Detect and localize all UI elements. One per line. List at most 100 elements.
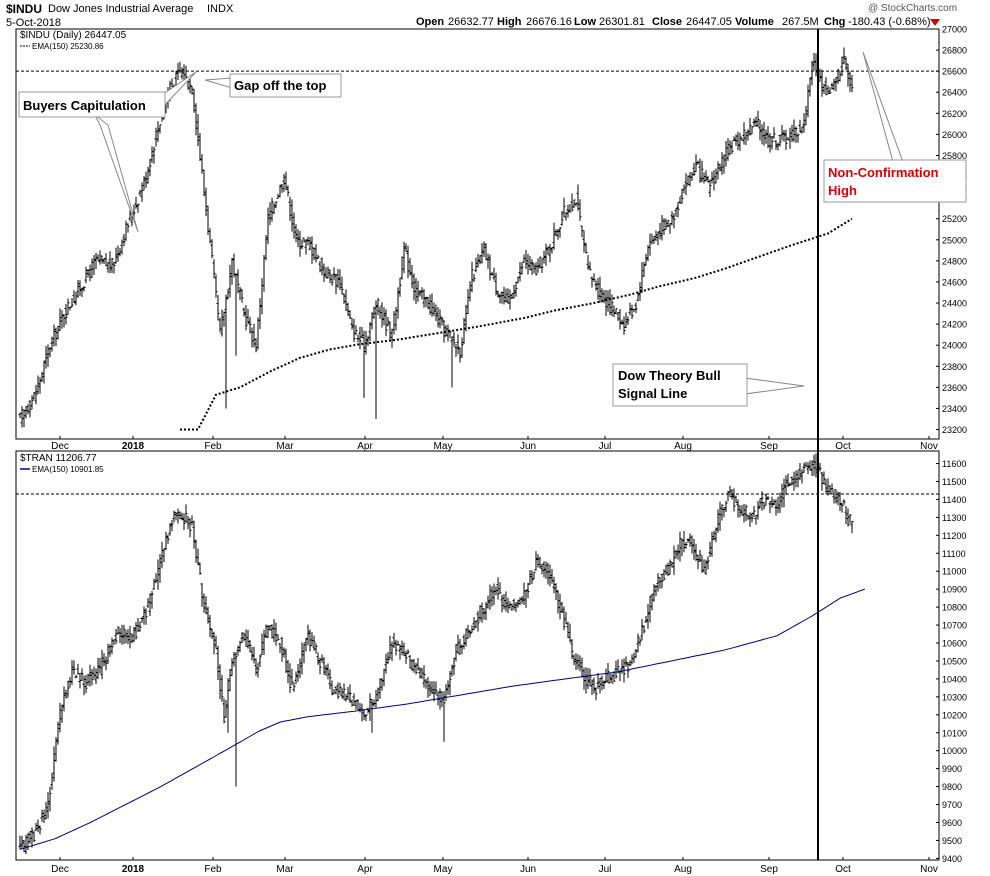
- xtick-label: 2018: [122, 864, 145, 875]
- gap-off-top-label: Gap off the top: [234, 78, 326, 93]
- xtick-label: Mar: [276, 864, 294, 875]
- buyers-capitulation-box: [18, 91, 166, 118]
- xtick-label: Jun: [520, 441, 536, 452]
- ohlc-bars: [18, 47, 854, 428]
- close-label: Close: [652, 16, 682, 28]
- top-legend-symbol: $INDU (Daily) 26447.05: [20, 30, 127, 41]
- ytick-label: 11600: [942, 459, 966, 469]
- xtick-label: Oct: [835, 441, 851, 452]
- ytick-label: 26600: [942, 67, 967, 77]
- ytick-label: 25200: [942, 214, 967, 224]
- xtick-label: Aug: [674, 864, 692, 875]
- xtick-label: Oct: [835, 864, 851, 875]
- top-panel-frame: [15, 28, 940, 440]
- xtick-label: Mar: [276, 441, 294, 452]
- ytick-label: 10600: [942, 639, 967, 649]
- ytick-label: 10300: [942, 692, 967, 702]
- ytick-label: 11300: [942, 513, 966, 523]
- gap-off-top-pointer: [204, 77, 233, 89]
- ytick-label: 25000: [942, 235, 967, 245]
- header-exchange: INDX: [207, 3, 234, 15]
- ytick-label: 26200: [942, 109, 967, 119]
- xtick-label: Apr: [357, 441, 373, 452]
- volume-value: 267.5M: [782, 16, 819, 28]
- ytick-label: 9500: [942, 836, 962, 846]
- ytick-label: 24600: [942, 277, 967, 287]
- non-confirmation-box: [823, 159, 967, 203]
- ytick-label: 23200: [942, 425, 967, 435]
- ytick-label: 24800: [942, 256, 967, 266]
- ytick-label: 11500: [942, 477, 966, 487]
- low-value: 26301.81: [599, 16, 645, 28]
- bottom-panel: 11600 11500 11400 11300 11200 11100 11000 10900…: [16, 453, 967, 875]
- down-arrow-icon: [930, 19, 940, 26]
- ytick-label: 23400: [942, 404, 967, 414]
- xtick-label: Dec: [51, 441, 69, 452]
- watermark: @ StockCharts.com: [868, 3, 958, 14]
- header-name: Dow Jones Industrial Average: [48, 3, 194, 15]
- ytick-label: 10200: [942, 710, 967, 720]
- xtick-label: Jun: [520, 864, 536, 875]
- dow-theory-label-line1: Dow Theory Bull: [618, 368, 721, 383]
- header-symbol: $INDU: [6, 2, 43, 16]
- volume-label: Volume: [735, 16, 774, 28]
- ytick-label: 11200: [942, 531, 966, 541]
- ytick-label: 9900: [942, 764, 962, 774]
- dow-theory-box: [612, 363, 748, 407]
- buyers-capitulation-pointer: [94, 114, 139, 233]
- ytick-label: 24200: [942, 320, 967, 330]
- ytick-label: 9700: [942, 800, 962, 810]
- ytick-label: 23600: [942, 383, 967, 393]
- ytick-label: 10400: [942, 674, 967, 684]
- header-date: 5-Oct-2018: [6, 17, 62, 29]
- xtick-label: Jul: [599, 441, 612, 452]
- bottom-legend-symbol: $TRAN 11206.77: [20, 453, 97, 464]
- top-panel: 2700026800266002640026200260002580025600…: [16, 25, 967, 452]
- high-value: 26676.16: [526, 16, 572, 28]
- xtick-label: Apr: [357, 864, 373, 875]
- open-label: Open: [416, 16, 445, 28]
- ytick-label: 9400: [942, 854, 962, 864]
- xtick-label: Aug: [674, 441, 692, 452]
- chg-value: -180.43 (-0.68%): [848, 16, 931, 28]
- low-label: Low: [574, 16, 596, 28]
- bottom-panel-frame: [15, 450, 940, 861]
- ytick-label: 10100: [942, 728, 967, 738]
- ytick-label: 26800: [942, 46, 967, 56]
- ytick-label: 10900: [942, 585, 967, 595]
- buyers-capitulation-label: Buyers Capitulation: [23, 98, 146, 113]
- close-value: 26447.05: [686, 16, 732, 28]
- ytick-label: 25800: [942, 151, 967, 161]
- ytick-label: 26400: [942, 88, 967, 98]
- ytick-label: 10700: [942, 621, 967, 631]
- xtick-label: Nov: [920, 864, 938, 875]
- ytick-label: 11000: [942, 567, 966, 577]
- ytick-label: 11100: [942, 549, 966, 559]
- high-label: High: [497, 16, 522, 28]
- non-confirmation-pointer: [862, 51, 904, 163]
- ytick-label: 26000: [942, 130, 967, 140]
- xtick-label: Feb: [204, 864, 222, 875]
- ohlc-bars: [18, 453, 854, 855]
- xtick-label: Feb: [204, 441, 222, 452]
- non-confirmation-label-line1: Non-Confirmation: [828, 165, 939, 180]
- ytick-label: 27000: [942, 25, 967, 35]
- ytick-label: 10500: [942, 656, 967, 666]
- ytick-label: 23800: [942, 362, 967, 372]
- xtick-label: Sep: [760, 441, 778, 452]
- bottom-legend-ema: EMA(150) 10901.85: [32, 465, 104, 474]
- gap-off-top-box: [229, 73, 342, 98]
- top-legend-ema: EMA(150) 25230.86: [32, 42, 104, 51]
- ytick-label: 9600: [942, 818, 962, 828]
- xtick-label: Sep: [760, 864, 778, 875]
- ema150-line: [19, 588, 865, 850]
- open-value: 26632.77: [448, 16, 494, 28]
- xtick-label: 2018: [122, 441, 145, 452]
- chg-label: Chg: [824, 16, 846, 28]
- xtick-label: Jul: [599, 864, 612, 875]
- ytick-label: 24000: [942, 341, 967, 351]
- ytick-label: 10000: [942, 746, 967, 756]
- ytick-label: 24400: [942, 299, 967, 309]
